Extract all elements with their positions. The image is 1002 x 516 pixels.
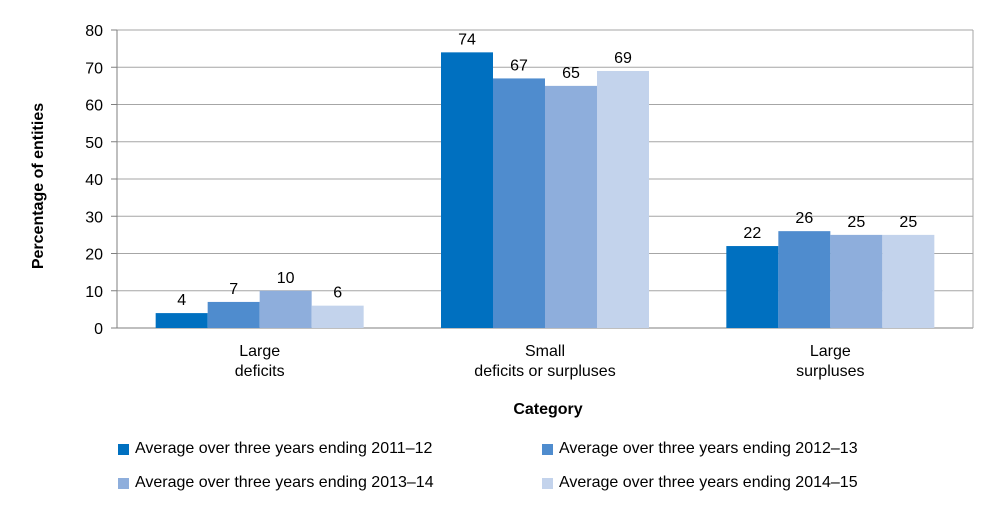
data-label: 65 [562, 65, 580, 82]
bar [830, 234, 883, 328]
data-label: 74 [458, 31, 476, 48]
data-label: 25 [847, 214, 865, 231]
bar [726, 246, 779, 328]
data-label: 26 [795, 210, 813, 227]
data-label: 10 [277, 270, 295, 287]
legend-swatch [542, 443, 553, 455]
category-label: Large surpluses [796, 343, 864, 380]
legend-swatch [118, 443, 129, 455]
legend: Average over three years ending 2011–12 … [118, 438, 978, 494]
legend-label: Average over three years ending 2014–15 [559, 474, 858, 491]
category-label: Small deficits or surpluses [474, 343, 615, 380]
y-tick-label: 30 [85, 209, 103, 226]
data-label: 22 [743, 225, 761, 242]
category-labels: Large deficits Small deficits or surpluses L… [235, 343, 865, 380]
data-label: 7 [229, 281, 238, 298]
y-tick-label: 20 [85, 247, 103, 264]
legend-item: Average over three years ending 2013–14 [118, 472, 542, 494]
data-labels: 4 7 10 6 74 67 65 69 22 26 25 25 [177, 31, 917, 309]
bar [597, 70, 649, 328]
y-tick-label: 0 [94, 321, 103, 338]
legend-swatch [118, 477, 129, 489]
bar [778, 231, 831, 328]
data-label: 67 [510, 57, 528, 74]
data-label: 6 [333, 285, 342, 302]
y-tick-label: 10 [85, 284, 103, 301]
bars [155, 52, 935, 328]
y-tick-label: 50 [85, 135, 103, 152]
legend-label: Average over three years ending 2013–14 [135, 474, 434, 491]
legend-swatch [542, 477, 553, 489]
x-axis-title: Category [513, 401, 582, 418]
y-tick-label: 40 [85, 172, 103, 189]
bar [545, 85, 597, 328]
y-tick-label: 70 [85, 60, 103, 77]
bar [493, 78, 545, 328]
y-tick-label: 60 [85, 98, 103, 115]
data-label: 4 [177, 292, 186, 309]
legend-item: Average over three years ending 2011–12 [118, 438, 542, 460]
legend-label: Average over three years ending 2011–12 [135, 440, 433, 457]
category-label: Large deficits [235, 343, 285, 380]
bar [441, 52, 493, 328]
y-axis-title: Percentage of entities [30, 103, 47, 269]
legend-item: Average over three years ending 2014–15 [542, 472, 966, 494]
y-tick-label: 80 [85, 23, 103, 40]
data-label: 25 [899, 214, 917, 231]
bar [882, 234, 935, 328]
legend-label: Average over three years ending 2012–13 [559, 440, 858, 457]
bar [259, 290, 312, 328]
legend-item: Average over three years ending 2012–13 [542, 438, 966, 460]
bar [207, 301, 260, 328]
bar [155, 313, 208, 328]
data-label: 69 [614, 50, 632, 67]
bar [311, 305, 364, 328]
y-tick-labels: 0 10 20 30 40 50 60 70 80 [85, 23, 103, 338]
